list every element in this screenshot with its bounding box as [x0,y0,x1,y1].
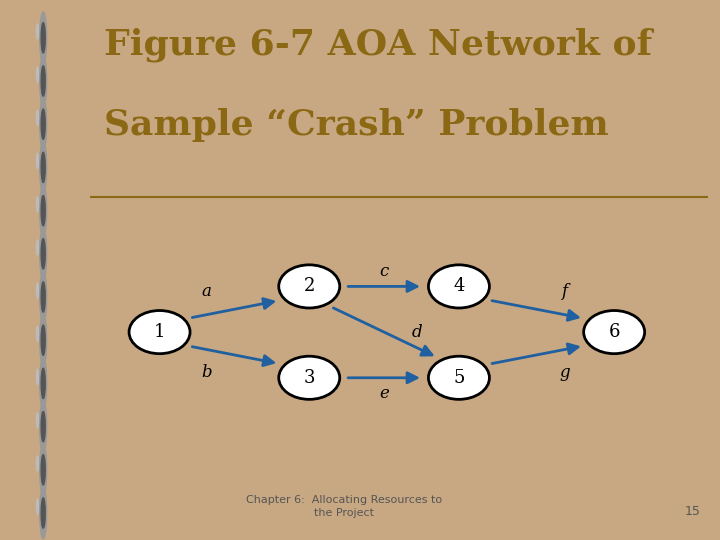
Circle shape [41,411,45,442]
Text: Sample “Crash” Problem: Sample “Crash” Problem [104,108,609,142]
Circle shape [40,271,47,323]
Circle shape [40,228,47,280]
Text: g: g [559,364,570,381]
Circle shape [41,239,45,269]
Circle shape [40,314,47,366]
Circle shape [41,66,45,96]
Ellipse shape [428,356,490,400]
Circle shape [40,55,47,107]
Circle shape [40,444,47,496]
Ellipse shape [279,265,340,308]
Circle shape [40,12,47,64]
Circle shape [37,499,38,514]
Ellipse shape [129,310,190,354]
Text: Figure 6-7 AOA Network of: Figure 6-7 AOA Network of [104,27,652,62]
Circle shape [40,487,47,539]
Text: a: a [202,283,212,300]
Text: c: c [379,262,389,280]
Ellipse shape [428,265,490,308]
Circle shape [37,369,38,384]
Circle shape [41,282,45,312]
Circle shape [40,185,47,237]
Circle shape [41,23,45,53]
Circle shape [41,455,45,485]
Circle shape [41,109,45,139]
Circle shape [40,98,47,150]
Circle shape [37,413,38,428]
Circle shape [37,67,38,82]
Circle shape [37,153,38,168]
Text: 1: 1 [154,323,166,341]
Circle shape [41,368,45,399]
Text: 2: 2 [304,278,315,295]
Circle shape [37,283,38,298]
Text: e: e [379,384,389,402]
Circle shape [41,152,45,183]
Circle shape [40,357,47,409]
Text: 5: 5 [454,369,464,387]
Circle shape [40,401,47,453]
Text: f: f [561,283,567,300]
Circle shape [41,498,45,528]
Text: Chapter 6:  Allocating Resources to
the Project: Chapter 6: Allocating Resources to the P… [246,495,442,518]
Text: d: d [412,323,423,341]
Circle shape [37,197,38,212]
Text: 4: 4 [454,278,464,295]
Text: b: b [202,364,212,381]
Circle shape [37,110,38,125]
Circle shape [40,141,47,193]
Circle shape [37,24,38,39]
Circle shape [37,456,38,471]
Ellipse shape [279,356,340,400]
Text: 15: 15 [685,505,701,518]
Text: 6: 6 [608,323,620,341]
Circle shape [37,326,38,341]
Text: 3: 3 [304,369,315,387]
Circle shape [41,195,45,226]
Ellipse shape [584,310,644,354]
Circle shape [41,325,45,355]
Circle shape [37,240,38,255]
